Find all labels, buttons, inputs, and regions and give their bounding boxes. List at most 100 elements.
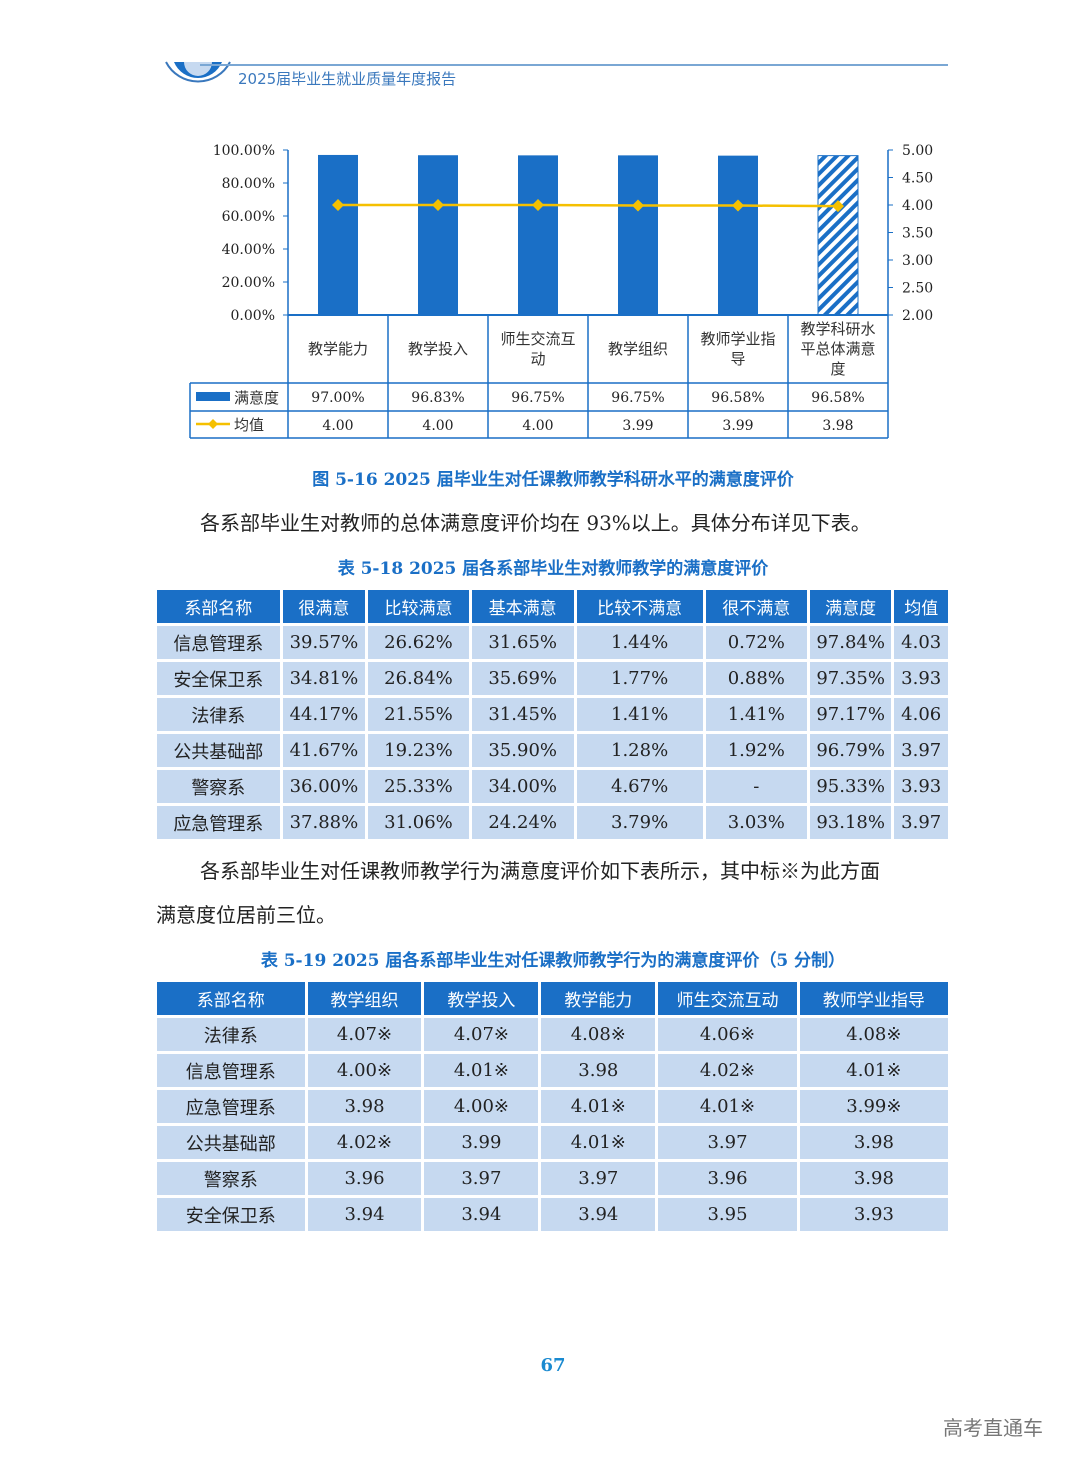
legend-bar-swatch — [196, 392, 230, 401]
right-tick-label: 4.00 — [902, 198, 933, 214]
table-cell: 1.41% — [705, 698, 807, 731]
right-tick-label: 3.50 — [902, 226, 933, 242]
mean-point — [432, 199, 444, 211]
column-header: 满意度 — [809, 590, 892, 623]
left-tick-label: 40.00% — [222, 242, 275, 258]
table-cell: 36.00% — [282, 770, 366, 803]
table-cell: 3.97 — [894, 734, 948, 767]
table-row: 警察系 36.00% 25.33% 34.00% 4.67% -95.33% 3.93 — [157, 770, 948, 803]
table-cell: 3.98 — [541, 1054, 656, 1087]
column-header: 教学组织 — [307, 982, 422, 1015]
table-cell: 4.07※ — [424, 1018, 539, 1051]
table-cell: 信息管理系 — [157, 1054, 305, 1087]
legend-line-marker — [208, 419, 218, 429]
column-header: 系部名称 — [157, 982, 305, 1015]
table-cell: 97.35% — [809, 662, 892, 695]
left-tick-label: 0.00% — [231, 308, 275, 324]
watermark: 高考直通车 — [943, 1416, 1043, 1440]
table-cell: 安全保卫系 — [157, 1198, 305, 1231]
table-cell: 3.94 — [541, 1198, 656, 1231]
report-logo-icon — [165, 61, 231, 83]
table-cell: 1.44% — [576, 626, 703, 659]
table-row: 公共基础部 4.02※ 3.99 4.01※ 3.97 3.98 — [157, 1126, 948, 1159]
table-cell: 法律系 — [157, 1018, 305, 1051]
table-cell: 3.97 — [894, 806, 948, 839]
column-header: 师生交流互动 — [658, 982, 797, 1015]
table-cell: 4.06※ — [658, 1018, 797, 1051]
left-tick-label: 60.00% — [222, 209, 275, 225]
category-label: 教学组织 — [608, 340, 668, 358]
header-title: 2025届毕业生就业质量年度报告 — [238, 70, 457, 88]
table-cell: 3.93 — [894, 662, 948, 695]
category-label: 教学能力 — [308, 340, 368, 358]
table-cell: 34.81% — [282, 662, 366, 695]
table-cell: 3.94 — [424, 1198, 539, 1231]
table-cell: 1.28% — [576, 734, 703, 767]
mean-point — [632, 199, 644, 212]
table-cell: 信息管理系 — [157, 626, 280, 659]
table-row: 信息管理系 39.57% 26.62% 31.65% 1.44% 0.72% 97.84% 4… — [157, 626, 948, 659]
figure-caption: 图 5-16 2025 届毕业生对任课教师教学科研水平的满意度评价 — [312, 470, 794, 490]
table-cell: 4.00※ — [307, 1054, 422, 1087]
right-tick-label: 4.50 — [902, 171, 933, 187]
bar — [318, 154, 358, 315]
table-cell: 警察系 — [157, 770, 280, 803]
table-cell: 26.84% — [368, 662, 469, 695]
column-header: 比较不满意 — [576, 590, 703, 623]
mean-point — [832, 200, 844, 213]
category-label: 教学科研水平总体满意度 — [800, 320, 875, 378]
table-cell: 34.00% — [471, 770, 574, 803]
table-cell: 26.62% — [368, 626, 469, 659]
legend-label: 满意度 — [234, 389, 279, 407]
table-row: 警察系 3.96 3.97 3.97 3.96 3.98 — [157, 1162, 948, 1195]
table-cell: 93.18% — [809, 806, 892, 839]
table-cell: 3.97 — [658, 1126, 797, 1159]
table-cell: 44.17% — [282, 698, 366, 731]
table-row: 应急管理系 37.88% 31.06% 24.24% 3.79% 3.03% 93.18% 3… — [157, 806, 948, 839]
left-tick-label: 100.00% — [213, 143, 275, 159]
table-cell: 3.96 — [658, 1162, 797, 1195]
mean-point — [532, 199, 544, 211]
bar-value-label: 97.00% — [311, 390, 364, 406]
table-cell: 1.77% — [576, 662, 703, 695]
table-cell: 4.06 — [894, 698, 948, 731]
table-cell: 公共基础部 — [157, 734, 280, 767]
bar — [518, 155, 558, 315]
table-cell: 35.90% — [471, 734, 574, 767]
table-cell: 3.98 — [307, 1090, 422, 1123]
table-row: 信息管理系 4.00※ 4.01※ 3.98 4.02※ 4.01※ — [157, 1054, 948, 1087]
column-header: 很不满意 — [705, 590, 807, 623]
table-cell: 1.92% — [705, 734, 807, 767]
column-header: 教学投入 — [424, 982, 539, 1015]
table-cell: 应急管理系 — [157, 1090, 305, 1123]
mean-value-label: 4.00 — [422, 418, 453, 434]
table-cell: 4.01※ — [541, 1126, 656, 1159]
table-cell: 1.41% — [576, 698, 703, 731]
table-cell: 4.01※ — [541, 1090, 656, 1123]
category-label: 师生交流互动 — [500, 330, 575, 368]
table-cell: 4.00※ — [424, 1090, 539, 1123]
mean-value-label: 3.99 — [722, 418, 753, 434]
table-cell: 公共基础部 — [157, 1126, 305, 1159]
table-cell: 3.94 — [307, 1198, 422, 1231]
table-cell: 3.93 — [799, 1198, 948, 1231]
table-cell: 3.97 — [541, 1162, 656, 1195]
table-cell: 4.03 — [894, 626, 948, 659]
left-tick-label: 80.00% — [222, 176, 275, 192]
table-cell: 3.96 — [307, 1162, 422, 1195]
table-cell: 39.57% — [282, 626, 366, 659]
bar-value-label: 96.58% — [711, 390, 764, 406]
bar-value-label: 96.58% — [811, 390, 864, 406]
table-cell: 4.01※ — [658, 1090, 797, 1123]
table-row: 法律系 44.17% 21.55% 31.45% 1.41% 1.41% 97.17% 4.0… — [157, 698, 948, 731]
table-cell: 41.67% — [282, 734, 366, 767]
column-header: 很满意 — [282, 590, 366, 623]
column-header: 比较满意 — [368, 590, 469, 623]
table-cell: 0.72% — [705, 626, 807, 659]
mean-point — [732, 199, 744, 212]
teaching-behavior-table: 系部名称 教学组织 教学投入 教学能力 师生交流互动 教师学业指导 法律系 4.07※ 4.07… — [154, 979, 951, 1234]
table-cell: 96.79% — [809, 734, 892, 767]
table-cell: 4.08※ — [799, 1018, 948, 1051]
left-tick-label: 20.00% — [222, 275, 275, 291]
